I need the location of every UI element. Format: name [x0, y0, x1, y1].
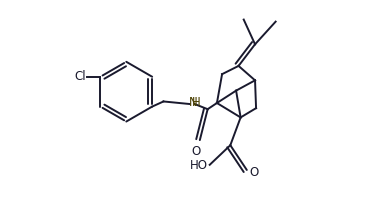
Text: HO: HO [190, 159, 208, 172]
Text: N: N [188, 96, 197, 110]
Text: Cl: Cl [74, 70, 86, 83]
Text: H: H [192, 96, 201, 110]
Text: O: O [192, 145, 201, 158]
Text: O: O [249, 165, 259, 179]
